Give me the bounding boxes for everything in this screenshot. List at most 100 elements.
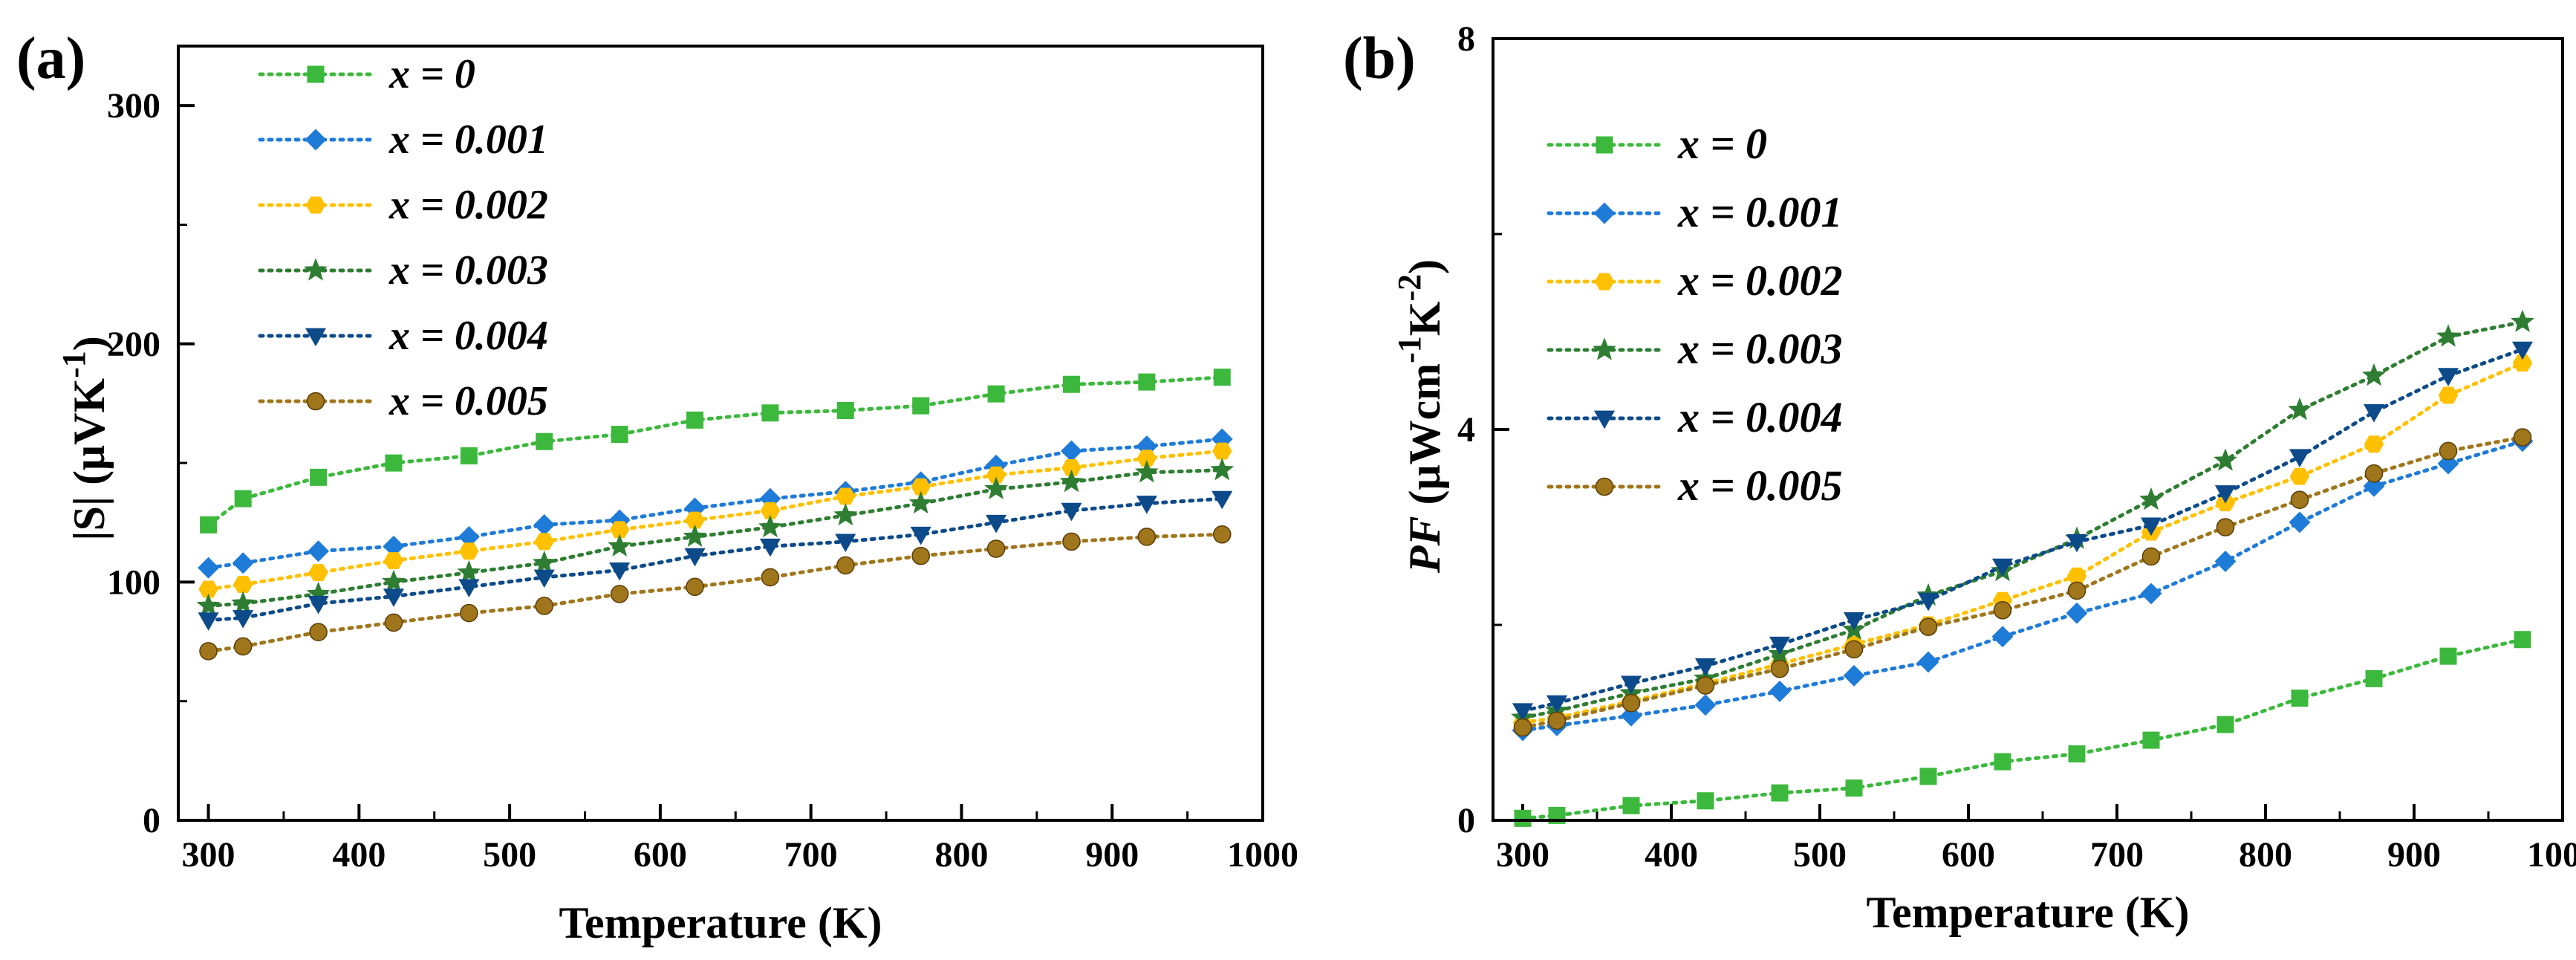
data-point-723 [2140, 517, 2162, 536]
panel-b-y-title-sup1: -1 [1391, 336, 1428, 363]
data-point-323 [232, 576, 253, 593]
x-tick-label-500: 500 [483, 835, 536, 875]
data-point-973 [2511, 309, 2534, 332]
data-point-923 [1136, 496, 1157, 514]
data-point-973 [1213, 369, 1231, 386]
x-tick-label-600: 600 [1942, 835, 1995, 875]
data-point-323 [1546, 695, 1568, 714]
panel-a-y-axis-title: |S| (μVK-1) [56, 336, 114, 540]
data-point-523 [533, 513, 556, 536]
data-point-473 [458, 579, 480, 598]
panel-b-y-title-close: ) [1400, 259, 1449, 274]
legend-marker [1595, 477, 1614, 496]
series-x0.005 [1513, 428, 2532, 737]
data-point-300 [199, 642, 218, 661]
legend-marker [1596, 136, 1613, 154]
data-point-523 [534, 533, 554, 551]
data-point-823 [2288, 397, 2312, 421]
data-point-723 [836, 402, 854, 420]
data-point-473 [460, 603, 478, 623]
legend-marker [1593, 202, 1616, 224]
data-point-573 [1919, 617, 1938, 636]
data-point-373 [308, 540, 330, 562]
data-point-573 [609, 562, 631, 581]
data-point-623 [686, 577, 704, 597]
data-point-423 [383, 552, 404, 569]
y-tick-label-8: 8 [1457, 19, 1475, 59]
data-point-673 [2067, 581, 2087, 600]
data-point-873 [2363, 475, 2385, 497]
data-point-423 [1694, 694, 1717, 716]
legend-label: x = 0.005 [388, 378, 548, 424]
data-point-373 [1622, 693, 1641, 713]
series-x0.005 [199, 525, 1232, 661]
data-point-323 [233, 637, 253, 656]
data-point-523 [535, 597, 554, 615]
x-tick-label-300: 300 [182, 835, 235, 875]
data-point-373 [1620, 704, 1642, 727]
legend-label: x = 0.001 [1677, 188, 1843, 236]
data-point-623 [686, 411, 704, 429]
series-x0.004 [198, 490, 1233, 631]
data-point-523 [1843, 612, 1865, 631]
data-point-773 [2214, 551, 2237, 572]
data-point-823 [986, 514, 1007, 533]
data-point-523 [536, 432, 553, 450]
data-point-423 [381, 569, 406, 592]
legend-entry: x = 0.004 [1546, 393, 1843, 441]
panel-b-y-title-main: PF [1400, 516, 1449, 574]
data-point-923 [2439, 647, 2457, 665]
legend-marker [304, 258, 328, 281]
data-point-723 [2140, 583, 2162, 605]
x-tick-label-1000: 1000 [2527, 835, 2576, 875]
x-tick-label-600: 600 [634, 835, 687, 875]
x-tick-label-700: 700 [2090, 835, 2144, 875]
data-point-923 [1136, 450, 1157, 467]
data-point-423 [383, 588, 405, 607]
data-point-823 [984, 476, 1009, 499]
data-point-823 [986, 466, 1006, 484]
data-point-673 [2066, 533, 2088, 553]
data-point-873 [2362, 363, 2386, 386]
legend-marker [1593, 337, 1616, 360]
data-point-523 [1843, 664, 1865, 687]
data-point-773 [2214, 448, 2237, 471]
data-point-923 [2438, 386, 2459, 404]
data-point-523 [1845, 779, 1863, 797]
data-point-873 [2365, 669, 2383, 687]
data-point-373 [310, 468, 328, 486]
x-tick-label-700: 700 [784, 835, 838, 875]
data-point-923 [1137, 528, 1157, 546]
data-point-300 [1513, 718, 1532, 737]
y-tick-label-0: 0 [1457, 801, 1475, 840]
legend-label: x = 0.004 [388, 313, 548, 359]
data-point-723 [833, 502, 858, 526]
panel-b-ticks: 300 400 500 600 700 800 900 1000 0 4 8 [1457, 19, 2576, 875]
panel-b-y-title-mid: K [1400, 301, 1449, 336]
series-x0.004 [1512, 341, 2534, 721]
data-point-673 [759, 538, 781, 557]
panel-a-y-title-close: ) [65, 336, 114, 351]
data-point-300 [200, 516, 218, 533]
legend-label: x = 0.002 [1677, 256, 1843, 305]
data-point-773 [912, 397, 930, 415]
data-point-673 [760, 502, 781, 519]
series-x0.002 [198, 442, 1232, 598]
data-point-973 [2513, 428, 2532, 447]
data-point-773 [2216, 518, 2235, 536]
series-line [1520, 638, 2525, 820]
data-point-473 [459, 542, 479, 560]
data-point-873 [1062, 532, 1081, 551]
legend-entry: x = 0.004 [258, 313, 548, 359]
data-point-723 [836, 556, 855, 575]
data-point-473 [457, 560, 481, 583]
y-tick-label-4: 4 [1457, 410, 1475, 450]
data-point-923 [2437, 453, 2459, 475]
data-point-373 [308, 564, 328, 581]
legend-marker [1593, 410, 1616, 429]
legend-label: x = 0.001 [388, 117, 548, 163]
x-tick-label-800: 800 [2239, 835, 2292, 875]
legend-label: x = 0.003 [388, 247, 548, 293]
data-point-823 [2289, 467, 2310, 485]
data-point-873 [1062, 375, 1080, 393]
